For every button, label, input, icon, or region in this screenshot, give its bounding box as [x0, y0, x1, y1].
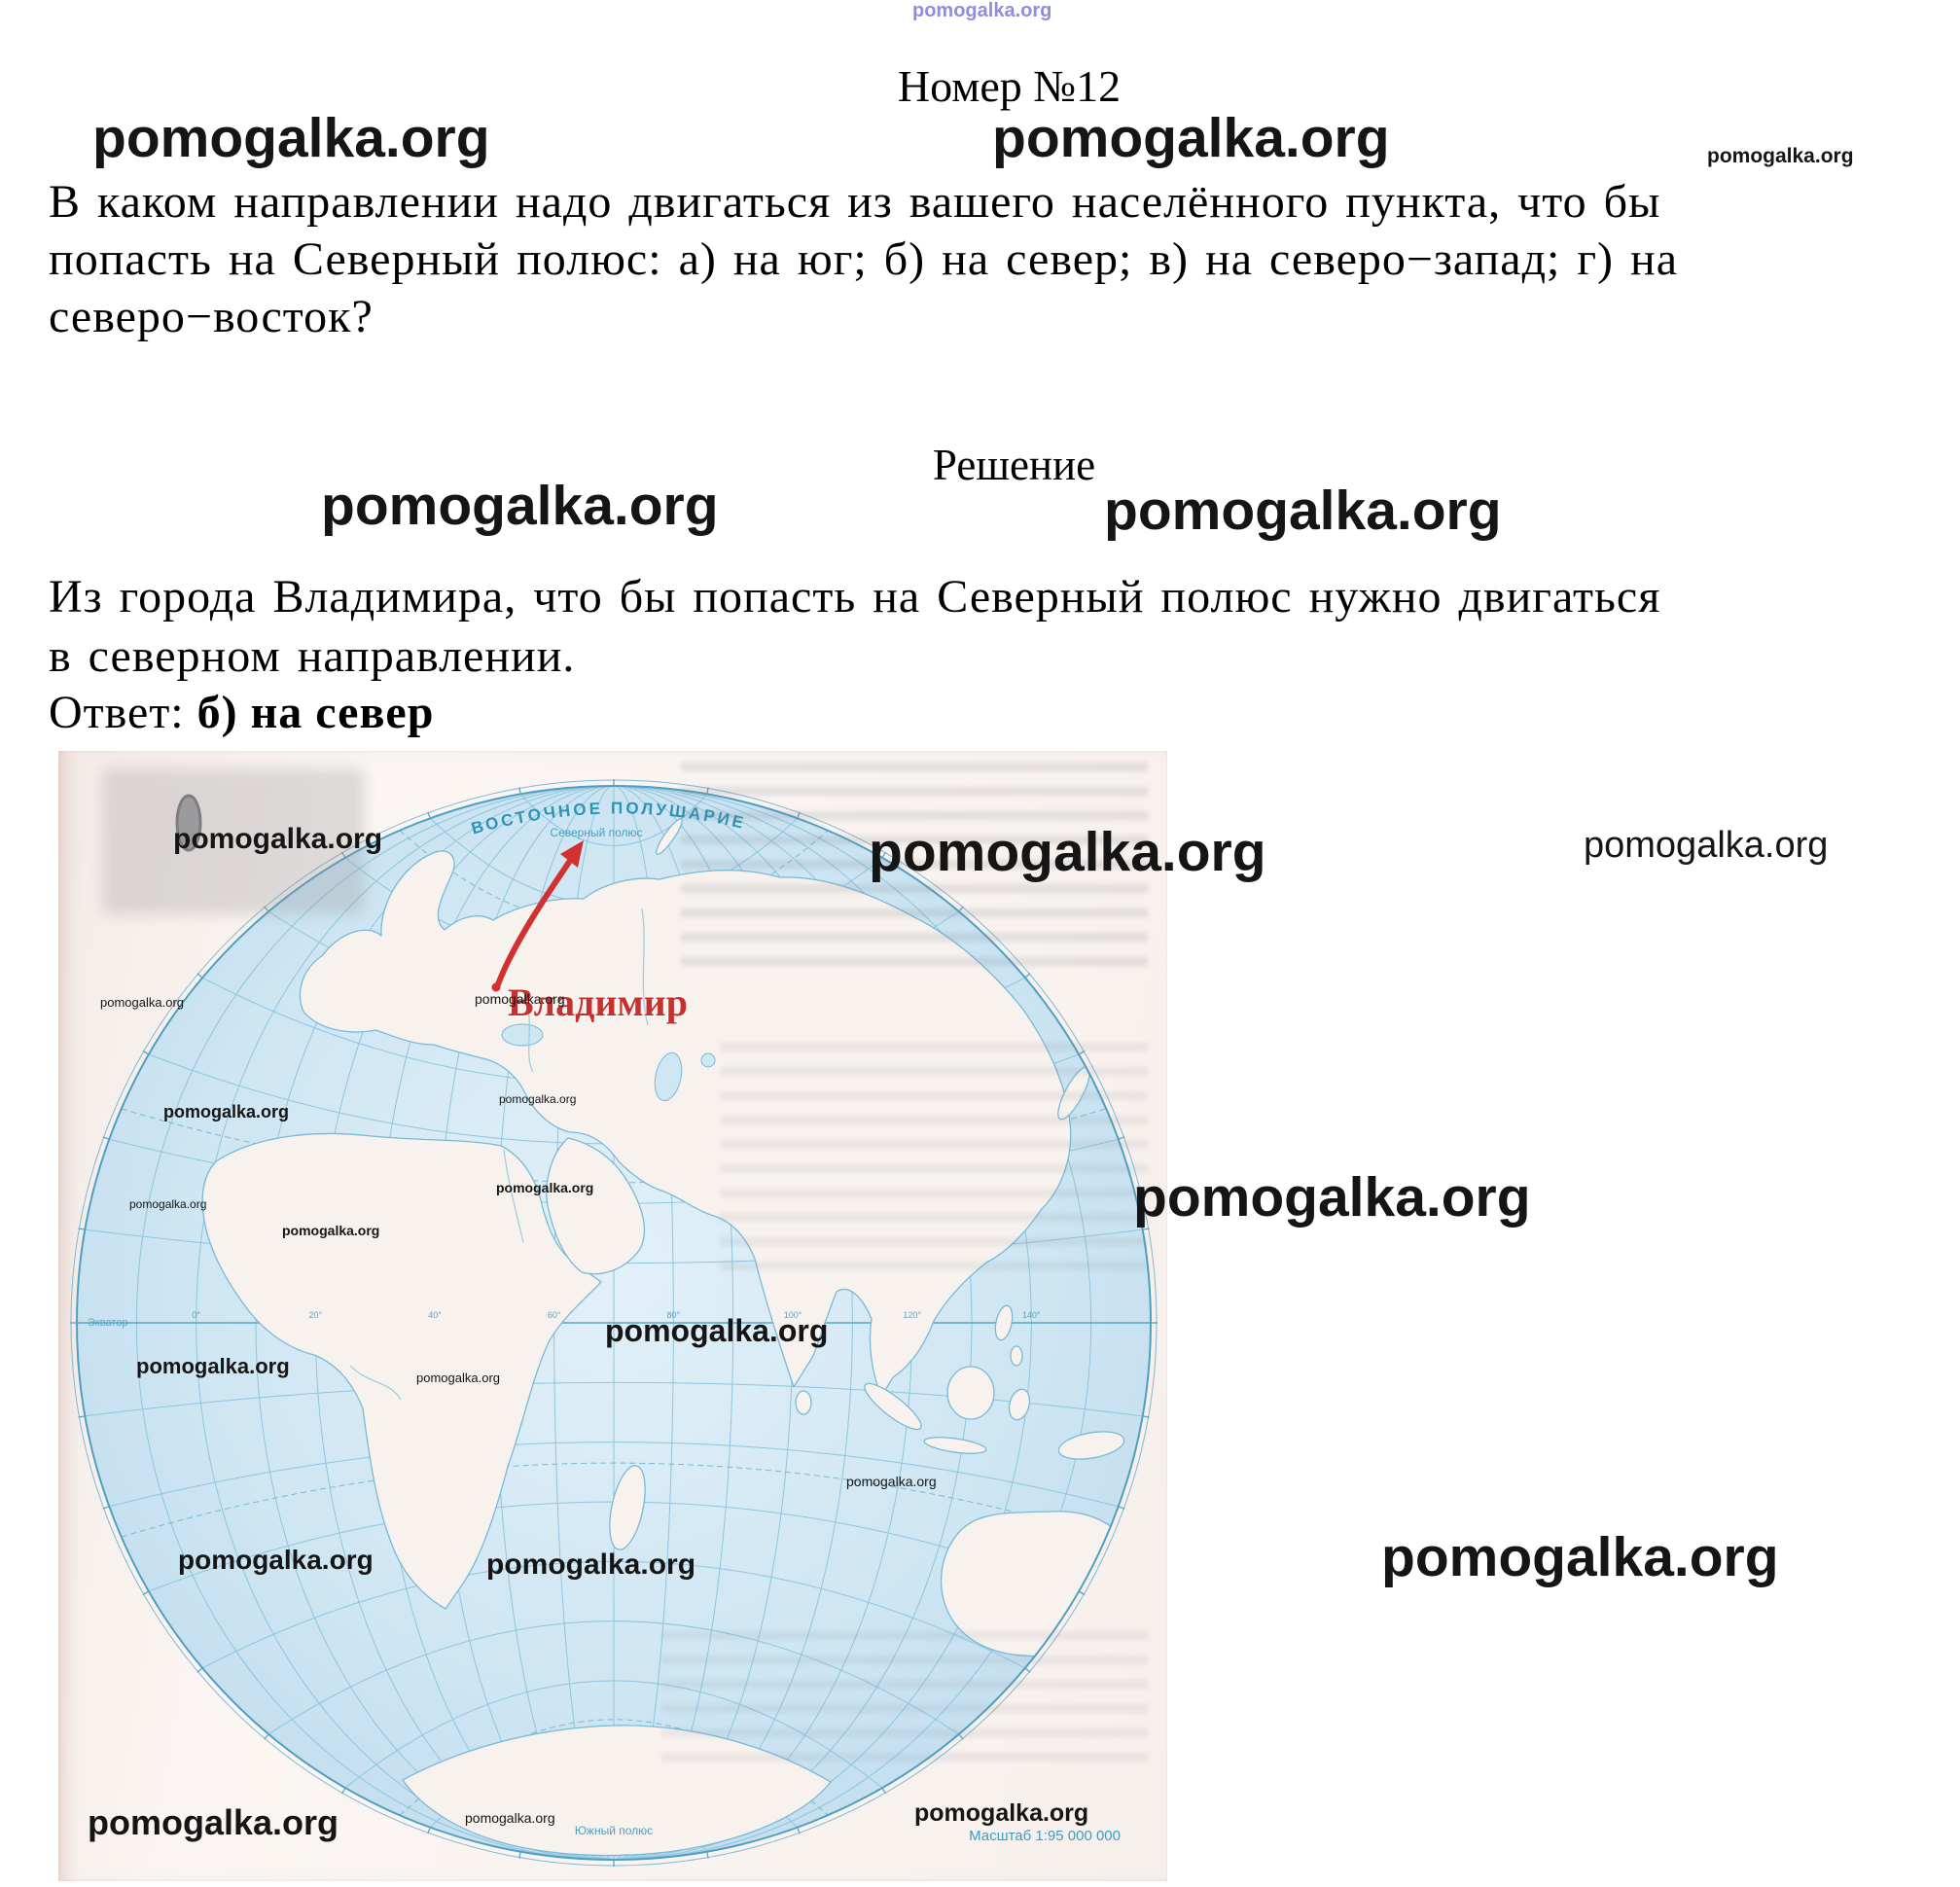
scale-label: Масштаб 1:95 000 000	[969, 1828, 1121, 1844]
aral-sea	[700, 1052, 716, 1068]
island-sri-lanka	[795, 1390, 812, 1415]
solution-line: Из города Владимира, что бы попасть на С…	[49, 571, 1661, 623]
watermark: pomogalka.org	[88, 1802, 339, 1842]
answer-label: Ответ:	[49, 687, 185, 738]
watermark: pomogalka.org	[912, 0, 1052, 21]
watermark: pomogalka.org	[163, 1102, 290, 1122]
watermark: pomogalka.org	[136, 1354, 290, 1378]
scan-artifact	[175, 794, 202, 852]
solution-line: в северном направлении.	[49, 630, 576, 682]
continent-antarctica	[402, 1725, 832, 1857]
equator-label: Экватор	[88, 1317, 127, 1329]
svg-text:60°: 60°	[548, 1310, 561, 1320]
watermark: pomogalka.org	[992, 107, 1390, 169]
river	[503, 1149, 524, 1243]
watermark: pomogalka.org	[173, 823, 383, 855]
svg-text:140°: 140°	[1022, 1310, 1041, 1320]
watermark: pomogalka.org	[92, 107, 490, 169]
question-line: северо−восток?	[49, 291, 374, 342]
island-sulawesi	[1008, 1388, 1031, 1421]
watermark: pomogalka.org	[605, 1313, 829, 1348]
city-label-vladimir: Владимир	[508, 980, 688, 1024]
island-madagascar	[609, 1465, 646, 1550]
solution-text: Из города Владимира, что бы попасть на С…	[49, 567, 1660, 686]
river	[524, 995, 534, 1073]
arabian-peninsula	[546, 1137, 646, 1275]
direction-arrow	[491, 840, 584, 992]
watermark: pomogalka.org	[914, 1799, 1089, 1827]
continent-australia	[940, 1511, 1135, 1657]
caspian-sea	[654, 1051, 683, 1102]
svg-text:20°: 20°	[309, 1310, 323, 1320]
black-sea	[501, 1023, 544, 1047]
watermark: pomogalka.org	[282, 1223, 380, 1238]
hemisphere-map-svg: 0° 20° 40° 60° 80° 100° 120° 140° ВОСТОЧНОЕ ПОЛ…	[70, 779, 1158, 1867]
island-new-guinea	[1057, 1431, 1125, 1460]
svg-text:120°: 120°	[903, 1310, 921, 1320]
arrow-shaft	[495, 855, 575, 987]
island-sumatra	[864, 1382, 922, 1431]
svg-text:100°: 100°	[784, 1310, 802, 1320]
svg-text:40°: 40°	[428, 1310, 442, 1320]
question-line: В каком направлении надо двигаться из ва…	[49, 176, 1661, 228]
meridian-degree-labels: 0° 20° 40° 60° 80° 100° 120° 140°	[192, 1310, 1041, 1320]
river	[349, 1365, 402, 1401]
island-philippines	[1010, 1345, 1023, 1367]
watermark: pomogalka.org	[1707, 145, 1854, 167]
watermark: pomogalka.org	[869, 821, 1266, 883]
svg-text:0°: 0°	[192, 1310, 200, 1320]
watermark: pomogalka.org	[846, 1474, 937, 1489]
answer-value: б) на север	[196, 687, 435, 738]
island-philippines	[994, 1304, 1014, 1341]
hemisphere-map: 0° 20° 40° 60° 80° 100° 120° 140° ВОСТОЧНОЕ ПОЛ…	[58, 751, 1167, 1881]
watermark: pomogalka.org	[475, 991, 565, 1007]
watermark: pomogalka.org	[1104, 480, 1502, 542]
watermark: pomogalka.org	[321, 475, 719, 537]
answer-line: Ответ: б) на север	[49, 686, 434, 739]
watermark: pomogalka.org	[100, 995, 184, 1010]
island-java	[923, 1437, 987, 1454]
watermark: pomogalka.org	[496, 1180, 594, 1195]
watermark: pomogalka.org	[178, 1545, 374, 1575]
question-line: попасть на Северный полюс: а) на юг; б) …	[49, 233, 1678, 285]
rim-ticks	[70, 779, 1158, 1867]
watermark: pomogalka.org	[486, 1549, 696, 1581]
continent-africa	[201, 1132, 602, 1610]
watermark: pomogalka.org	[499, 1092, 577, 1106]
north-pole-label: Северный полюс	[550, 826, 642, 839]
island-novaya-zemlya	[656, 818, 683, 855]
watermark: pomogalka.org	[465, 1810, 555, 1826]
watermark: pomogalka.org	[1584, 825, 1829, 866]
arrow-head	[560, 840, 584, 868]
watermark: pomogalka.org	[129, 1197, 207, 1211]
watermark: pomogalka.org	[1381, 1526, 1779, 1588]
solution-heading: Решение	[932, 441, 1096, 489]
south-pole-label: Южный полюс	[575, 1824, 653, 1837]
globe-rim	[76, 785, 1152, 1861]
island-borneo	[946, 1366, 995, 1420]
svg-text:80°: 80°	[667, 1310, 681, 1320]
watermark: pomogalka.org	[416, 1371, 500, 1385]
page-title: Номер №12	[897, 61, 1122, 111]
question-text: В каком направлении надо двигаться из ва…	[49, 173, 1678, 345]
river	[641, 908, 649, 1026]
watermark: pomogalka.org	[1133, 1166, 1531, 1228]
